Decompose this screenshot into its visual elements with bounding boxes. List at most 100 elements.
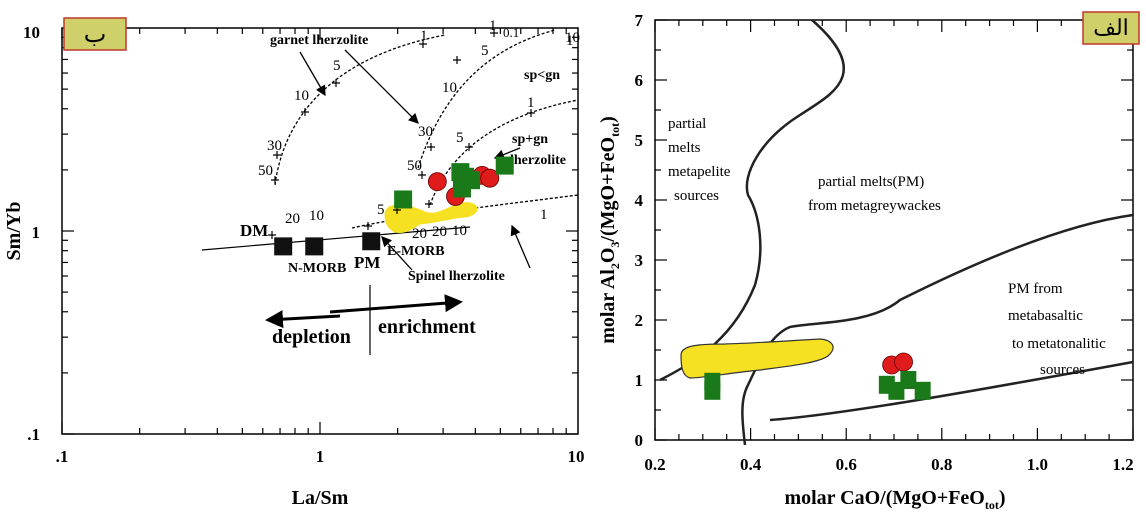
left-xtick-label: .1 bbox=[56, 447, 69, 466]
right-x-title-end: ) bbox=[999, 487, 1006, 509]
enrichment-label: enrichment bbox=[378, 316, 476, 338]
field-label: from metagreywackes bbox=[808, 198, 941, 214]
curve-label: 10 bbox=[294, 88, 309, 104]
right-chart: الف 0.2 0.4 0.6 0.8 1.0 1.2 0 1 2 3 4 5 6 7 molar CaO… bbox=[597, 11, 1140, 512]
n-morb-label: N-MORB bbox=[288, 261, 346, 276]
right-ytick-label: 1 bbox=[635, 371, 644, 390]
arrow bbox=[493, 147, 521, 160]
curve-label: 10 bbox=[565, 30, 580, 46]
data-point-square bbox=[456, 167, 475, 186]
field-label: melts bbox=[668, 140, 701, 156]
e-morb-label: E-MORB bbox=[387, 244, 445, 259]
data-point-square bbox=[495, 156, 514, 175]
mantle-array-line bbox=[201, 226, 471, 251]
right-panel-label: الف bbox=[1093, 15, 1129, 40]
curve-label: 10 bbox=[442, 80, 457, 96]
right-xtick-label: 1.2 bbox=[1112, 455, 1133, 474]
field-label: sources bbox=[1040, 362, 1085, 378]
right-field-labels: partial melts metapelite sources partial… bbox=[668, 116, 1106, 378]
left-xtick-label: 10 bbox=[568, 447, 585, 466]
curve-label: 30 bbox=[267, 138, 282, 154]
spinel-lherzolite-label: Spinel lherzolite bbox=[408, 269, 505, 284]
curve-label: 20 bbox=[285, 211, 300, 227]
curve-label: 10 bbox=[452, 223, 467, 239]
curve-ticks bbox=[268, 29, 535, 239]
curve-label: 50 bbox=[258, 163, 273, 179]
data-point-circle bbox=[427, 172, 447, 192]
right-ytick-label: 3 bbox=[635, 251, 644, 270]
left-ytick-label: .1 bbox=[27, 425, 40, 444]
field-label: PM from bbox=[1008, 281, 1063, 297]
right-ytick-label: 7 bbox=[635, 11, 644, 30]
curve-label: 50 bbox=[407, 158, 422, 174]
left-annotations: garnet lherzolite sp<gn sp+gn lherzolite… bbox=[240, 33, 566, 348]
left-y-axis-title: Sm/Yb bbox=[3, 202, 25, 261]
field-label: to metatonalitic bbox=[1012, 336, 1106, 352]
curve-labels: 1 5 10 30 50 0.1 1 5 10 30 50 1 5 10 20 … bbox=[258, 18, 580, 242]
sp-lt-gn-label: sp<gn bbox=[524, 68, 560, 83]
dm-label: DM bbox=[240, 221, 268, 240]
curve-label: 5 bbox=[481, 43, 489, 59]
right-y-title-part: tot bbox=[608, 123, 622, 137]
left-ytick-label: 10 bbox=[23, 23, 40, 42]
right-x-title-sub: tot bbox=[985, 498, 999, 512]
right-y-title-part: molar Al bbox=[597, 269, 619, 344]
left-panel-label-box bbox=[63, 17, 127, 51]
yellow-field bbox=[680, 338, 834, 379]
data-point-square bbox=[305, 237, 324, 256]
data-point-square bbox=[914, 381, 931, 400]
field-boundaries bbox=[659, 19, 1134, 446]
right-xtick-label: 0.4 bbox=[740, 455, 762, 474]
sp-lt-gn-curve bbox=[417, 29, 556, 169]
depletion-label: depletion bbox=[272, 326, 351, 348]
data-point-square bbox=[274, 237, 293, 256]
curve-label: 10 bbox=[309, 208, 324, 224]
right-xtick-label: 1.0 bbox=[1027, 455, 1048, 474]
right-ytick-label: 5 bbox=[635, 131, 644, 150]
data-point-square bbox=[394, 190, 413, 209]
left-data-points bbox=[274, 156, 514, 256]
curve-label: 20 bbox=[432, 224, 447, 240]
garnet-lherzolite-curve bbox=[274, 34, 446, 186]
curve-label: 20 bbox=[412, 226, 427, 242]
right-panel-label-box bbox=[1082, 11, 1140, 45]
right-y-axis-title: molar Al2O3/(MgO+FeOtot) bbox=[597, 116, 622, 344]
garnet-lherzolite-label: garnet lherzolite bbox=[270, 33, 368, 48]
left-x-axis-title: La/Sm bbox=[292, 487, 349, 509]
left-xtick-label: 1 bbox=[316, 447, 325, 466]
field-label: metabasaltic bbox=[1008, 308, 1083, 324]
left-plot-frame bbox=[61, 27, 579, 435]
curve-label: 1 bbox=[540, 207, 548, 223]
pm-label: PM bbox=[354, 253, 380, 272]
yellow-field bbox=[384, 202, 478, 233]
right-ytick-label: 2 bbox=[635, 311, 644, 330]
curve-label: 5 bbox=[456, 130, 464, 146]
metapelite-boundary bbox=[659, 19, 846, 382]
right-xtick-label: 0.8 bbox=[931, 455, 952, 474]
right-x-title-main: molar CaO/(MgO+FeO bbox=[784, 487, 984, 509]
right-ytick-label: 6 bbox=[635, 71, 644, 90]
curve-label: 30 bbox=[418, 124, 433, 140]
left-ytick-label: 1 bbox=[32, 223, 41, 242]
left-panel-label: ب bbox=[84, 22, 107, 48]
right-tick-marks bbox=[654, 19, 1134, 441]
metagreywacke-boundary bbox=[741, 213, 1134, 446]
field-label: partial melts(PM) bbox=[818, 174, 924, 190]
arrow bbox=[299, 51, 326, 97]
right-tick-labels: 0.2 0.4 0.6 0.8 1.0 1.2 0 1 2 3 4 5 6 7 bbox=[635, 11, 1134, 474]
right-y-title-part: 3 bbox=[608, 242, 622, 248]
curve-label: 1 bbox=[566, 33, 574, 49]
curve-label: 1 bbox=[489, 18, 497, 34]
arrow bbox=[381, 236, 413, 271]
right-ytick-label: 4 bbox=[635, 191, 644, 210]
right-x-axis-title: molar CaO/(MgO+FeOtot) bbox=[784, 487, 1005, 512]
field-label: partial bbox=[668, 116, 706, 132]
field-label: metapelite bbox=[668, 164, 731, 180]
curve-label: 0.1 bbox=[503, 25, 519, 40]
arrow bbox=[344, 49, 419, 124]
left-tick-marks bbox=[61, 28, 578, 435]
curve-label: 5 bbox=[333, 58, 341, 74]
data-point-square bbox=[900, 371, 917, 389]
curve-label: 1 bbox=[420, 28, 428, 44]
